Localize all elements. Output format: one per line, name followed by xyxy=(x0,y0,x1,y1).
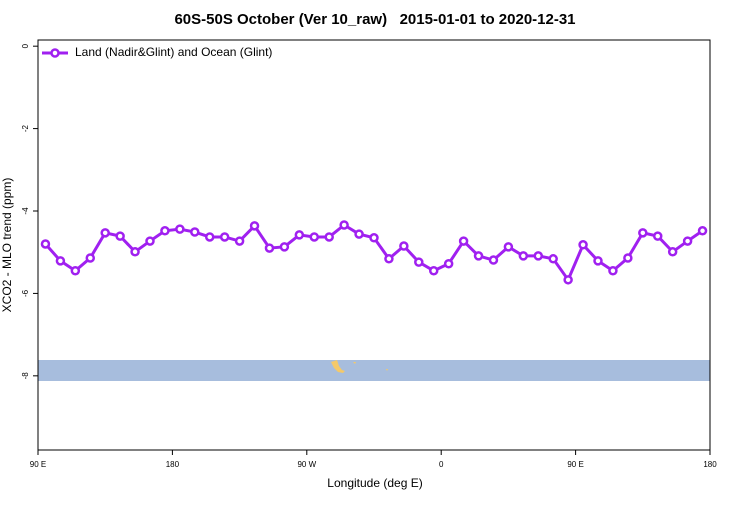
point xyxy=(234,236,245,246)
point xyxy=(324,232,334,242)
point xyxy=(369,233,379,243)
point xyxy=(175,224,185,234)
point xyxy=(160,226,170,236)
y-tick-label: -4 xyxy=(21,207,30,215)
point xyxy=(190,227,200,237)
point xyxy=(279,242,290,252)
point xyxy=(399,241,409,251)
point xyxy=(55,256,66,266)
point xyxy=(548,254,558,264)
legend-label: Land (Nadir&Glint) and Ocean (Glint) xyxy=(75,45,272,59)
y-axis-label: XCO2 - MLO trend (ppm) xyxy=(0,178,14,313)
point xyxy=(563,275,573,285)
point xyxy=(85,253,96,263)
point xyxy=(309,232,320,242)
x-tick-label: 90 E xyxy=(567,460,583,469)
map-strip xyxy=(38,360,710,381)
point xyxy=(145,236,155,246)
point xyxy=(384,254,394,264)
point xyxy=(428,266,439,276)
point xyxy=(414,257,424,267)
y-tick-label: -2 xyxy=(21,124,30,132)
point xyxy=(443,258,454,269)
point xyxy=(100,228,110,238)
point xyxy=(682,236,693,246)
point xyxy=(458,236,469,246)
point xyxy=(219,232,230,242)
point xyxy=(294,230,305,240)
point xyxy=(638,228,648,238)
point xyxy=(130,247,140,257)
point xyxy=(503,242,514,252)
point xyxy=(652,231,663,241)
plot-frame xyxy=(37,39,711,451)
x-tick-label: 0 xyxy=(439,460,444,469)
y-tick-label: 0 xyxy=(21,43,30,48)
point xyxy=(204,232,215,242)
point xyxy=(249,221,260,231)
point xyxy=(40,239,51,249)
x-tick-label: 180 xyxy=(166,460,180,469)
y-tick-label: -6 xyxy=(21,289,30,297)
point xyxy=(518,251,529,261)
point xyxy=(578,240,588,250)
point xyxy=(533,251,544,261)
point xyxy=(488,255,499,265)
point xyxy=(264,243,275,253)
point xyxy=(473,251,484,261)
x-tick-label: 90 E xyxy=(30,460,46,469)
legend-marker xyxy=(50,48,60,58)
x-tick-label: 180 xyxy=(703,460,717,469)
point xyxy=(339,220,349,230)
point xyxy=(623,253,633,263)
point xyxy=(608,266,618,276)
chart-title: 60S-50S October (Ver 10_raw) 2015-01-01 … xyxy=(174,11,575,28)
land-patch xyxy=(331,360,345,373)
point xyxy=(115,231,125,241)
point xyxy=(697,226,708,236)
x-axis-label: Longitude (deg E) xyxy=(327,476,422,490)
point xyxy=(593,256,603,266)
point xyxy=(667,247,678,257)
land-patch xyxy=(386,369,388,371)
land-patch xyxy=(353,362,356,364)
x-tick-label: 90 W xyxy=(297,460,316,469)
point xyxy=(354,229,364,239)
y-tick-label: -8 xyxy=(21,372,30,380)
point xyxy=(70,266,81,276)
